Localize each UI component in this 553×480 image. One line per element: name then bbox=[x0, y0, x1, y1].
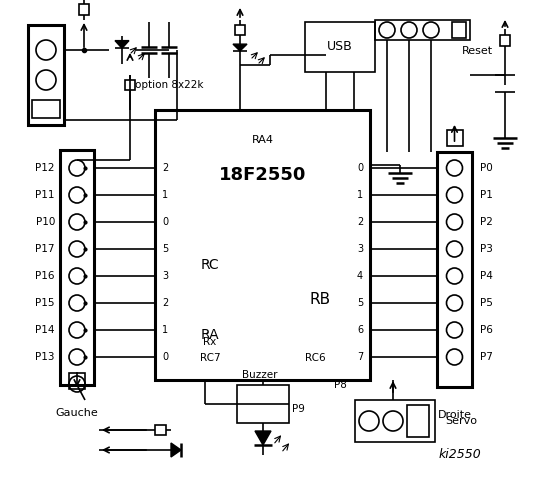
Text: RA4: RA4 bbox=[252, 135, 274, 145]
Text: 7: 7 bbox=[357, 352, 363, 362]
Bar bbox=[355, 400, 435, 442]
Bar bbox=[69, 373, 85, 389]
Text: Droite: Droite bbox=[437, 410, 472, 420]
Text: P9: P9 bbox=[292, 404, 305, 414]
Polygon shape bbox=[255, 431, 271, 445]
Bar bbox=[79, 3, 89, 14]
Bar bbox=[437, 152, 472, 387]
Text: P7: P7 bbox=[480, 352, 493, 362]
Bar bbox=[154, 425, 165, 435]
Polygon shape bbox=[233, 44, 247, 51]
Text: 3: 3 bbox=[357, 244, 363, 254]
Text: RA: RA bbox=[201, 328, 220, 342]
Bar bbox=[305, 22, 375, 72]
Text: 0: 0 bbox=[357, 163, 363, 173]
Text: 0: 0 bbox=[162, 217, 168, 227]
Bar bbox=[237, 385, 289, 423]
Bar bbox=[446, 130, 462, 146]
Text: 2: 2 bbox=[162, 163, 168, 173]
Bar bbox=[375, 20, 470, 40]
Text: P1: P1 bbox=[480, 190, 493, 200]
Text: P6: P6 bbox=[480, 325, 493, 335]
Text: P4: P4 bbox=[480, 271, 493, 281]
Text: 1: 1 bbox=[162, 325, 168, 335]
Bar bbox=[235, 25, 245, 35]
Text: P2: P2 bbox=[480, 217, 493, 227]
Bar bbox=[452, 22, 466, 38]
Text: RC6: RC6 bbox=[305, 353, 325, 363]
Bar bbox=[125, 80, 135, 90]
Bar bbox=[155, 110, 370, 380]
Text: Reset: Reset bbox=[462, 46, 493, 56]
Text: 18F2550: 18F2550 bbox=[219, 166, 306, 184]
Text: 1: 1 bbox=[357, 190, 363, 200]
Text: P11: P11 bbox=[35, 190, 55, 200]
Text: Rx: Rx bbox=[204, 337, 217, 347]
Text: P3: P3 bbox=[480, 244, 493, 254]
Polygon shape bbox=[171, 443, 181, 457]
Text: 5: 5 bbox=[162, 244, 168, 254]
Text: P10: P10 bbox=[35, 217, 55, 227]
Bar bbox=[28, 25, 64, 125]
Text: ki2550: ki2550 bbox=[439, 448, 481, 461]
Text: Buzzer: Buzzer bbox=[242, 370, 278, 380]
Text: Servo: Servo bbox=[445, 416, 477, 426]
Bar bbox=[407, 405, 429, 437]
Text: P0: P0 bbox=[480, 163, 493, 173]
Text: RB: RB bbox=[310, 292, 331, 308]
Text: P17: P17 bbox=[35, 244, 55, 254]
Text: USB: USB bbox=[327, 40, 353, 53]
Text: P16: P16 bbox=[35, 271, 55, 281]
Text: 2: 2 bbox=[162, 298, 168, 308]
Text: 0: 0 bbox=[162, 352, 168, 362]
Text: P15: P15 bbox=[35, 298, 55, 308]
Bar bbox=[32, 100, 60, 118]
Text: option 8x22k: option 8x22k bbox=[135, 80, 204, 90]
Text: P13: P13 bbox=[35, 352, 55, 362]
Bar bbox=[60, 150, 94, 385]
Text: P14: P14 bbox=[35, 325, 55, 335]
Text: RC7: RC7 bbox=[200, 353, 220, 363]
Text: 2: 2 bbox=[357, 217, 363, 227]
Text: RC: RC bbox=[201, 258, 220, 272]
Text: 3: 3 bbox=[162, 271, 168, 281]
Text: P8: P8 bbox=[333, 380, 346, 390]
Polygon shape bbox=[115, 41, 129, 48]
Text: 6: 6 bbox=[357, 325, 363, 335]
Bar bbox=[500, 35, 510, 46]
Text: P12: P12 bbox=[35, 163, 55, 173]
Text: Gauche: Gauche bbox=[56, 408, 98, 418]
Text: 5: 5 bbox=[357, 298, 363, 308]
Text: P5: P5 bbox=[480, 298, 493, 308]
Text: 4: 4 bbox=[357, 271, 363, 281]
Text: 1: 1 bbox=[162, 190, 168, 200]
